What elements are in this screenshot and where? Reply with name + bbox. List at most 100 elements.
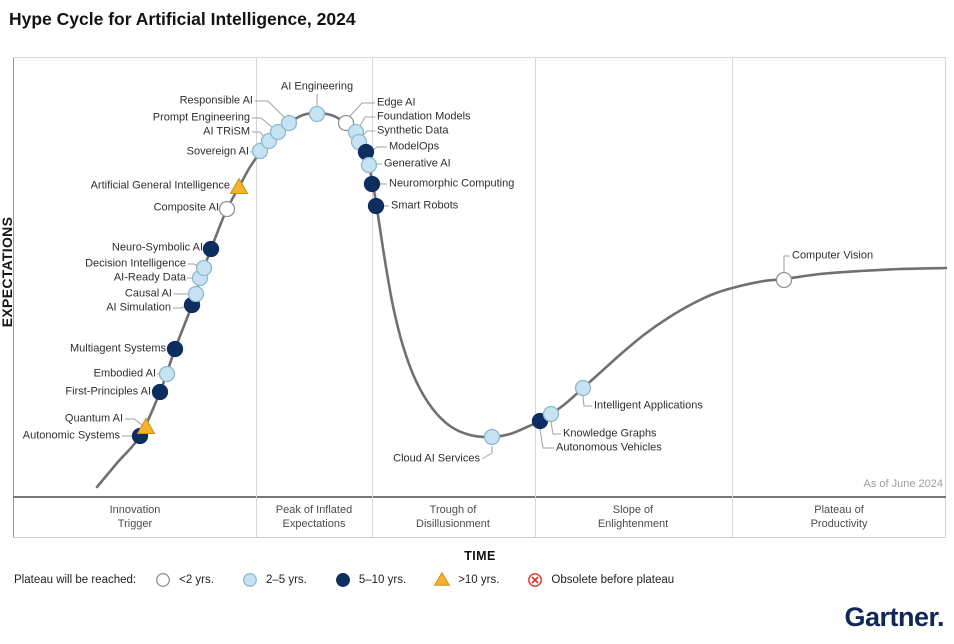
navy-marker-icon xyxy=(335,573,350,587)
legend-item-5-10-yrs: 5–10 yrs. xyxy=(334,572,406,588)
point-smart-robots xyxy=(367,197,385,215)
legend-item-2-yrs: <2 yrs. xyxy=(154,572,214,588)
legend-label: <2 yrs. xyxy=(179,574,214,586)
plot-right-border xyxy=(945,57,946,537)
label-foundation-models: Foundation Models xyxy=(377,110,471,123)
point-edge-ai xyxy=(337,114,355,132)
label-decision-intelligence: Decision Intelligence xyxy=(85,257,186,270)
label-ai-trism: AI TRiSM xyxy=(203,125,250,138)
leader-synthetic-data xyxy=(362,130,375,137)
label-knowledge-graphs: Knowledge Graphs xyxy=(563,427,657,440)
white-marker-icon xyxy=(156,573,171,587)
legend-prefix: Plateau will be reached: xyxy=(14,574,137,586)
point-causal-ai xyxy=(187,285,205,303)
phase-label-line: Productivity xyxy=(810,518,868,530)
label-multiagent-systems: Multiagent Systems xyxy=(70,342,166,355)
leader-quantum-ai xyxy=(125,418,143,426)
x-axis-label: TIME xyxy=(464,549,496,563)
phase-label-line: Disillusionment xyxy=(416,518,490,530)
point-intelligent-applications xyxy=(574,379,592,397)
phase-label-line: Slope of xyxy=(612,504,654,516)
label-autonomic-systems: Autonomic Systems xyxy=(22,429,120,442)
leader-cloud-ai-services xyxy=(481,446,493,460)
label-smart-robots: Smart Robots xyxy=(391,199,459,212)
label-computer-vision: Computer Vision xyxy=(792,249,874,262)
point-cloud-ai-services xyxy=(483,428,501,446)
phase-label-slope-of-enlightenment: Slope of Enlightenment xyxy=(598,503,668,531)
label-sovereign-ai: Sovereign AI xyxy=(186,145,249,158)
legend-item-obsolete-before-plateau: Obsolete before plateau xyxy=(526,572,674,588)
obsolete-marker-icon xyxy=(528,573,543,587)
legend-item-2-5-yrs: 2–5 yrs. xyxy=(241,572,307,588)
blue-marker-icon xyxy=(243,573,257,587)
legend-item-10-yrs: >10 yrs. xyxy=(433,572,499,588)
point-composite-ai xyxy=(218,200,236,218)
leader-prompt-engineering xyxy=(252,117,273,128)
phase-divider-2 xyxy=(372,57,373,537)
label-neuromorphic-computing: Neuromorphic Computing xyxy=(389,177,515,190)
label-edge-ai: Edge AI xyxy=(377,96,416,109)
label-responsible-ai: Responsible AI xyxy=(179,94,253,107)
label-first-principles-ai: First-Principles AI xyxy=(65,385,151,398)
label-intelligent-applications: Intelligent Applications xyxy=(594,399,703,412)
label-quantum-ai: Quantum AI xyxy=(64,412,123,425)
as-of-date: As of June 2024 xyxy=(863,478,943,490)
phase-label-line: Plateau of xyxy=(814,504,864,516)
hype-curve xyxy=(95,111,948,489)
phase-label-line: Innovation xyxy=(109,504,161,516)
label-composite-ai: Composite AI xyxy=(153,201,219,214)
label-ai-simulation: AI Simulation xyxy=(106,301,171,314)
legend: Plateau will be reached: <2 yrs. 2–5 yrs.… xyxy=(14,572,701,588)
leader-responsible-ai xyxy=(255,100,285,118)
point-knowledge-graphs xyxy=(542,405,560,423)
phase-label-line: Expectations xyxy=(282,518,346,530)
point-neuro-symbolic-ai xyxy=(202,240,220,258)
label-modelops: ModelOps xyxy=(389,140,440,153)
phase-label-line: Trigger xyxy=(117,518,153,530)
point-artificial-general-intelligence xyxy=(229,177,249,194)
phase-label-line: Enlightenment xyxy=(597,518,669,530)
label-causal-ai: Causal AI xyxy=(124,287,172,300)
label-embodied-ai: Embodied AI xyxy=(93,367,156,380)
phase-label-innovation-trigger: Innovation Trigger xyxy=(110,503,161,531)
x-axis-line xyxy=(13,496,946,498)
phase-divider-3 xyxy=(535,57,536,537)
y-axis-line xyxy=(13,57,14,537)
point-neuromorphic-computing xyxy=(363,175,381,193)
phase-label-line: Peak of Inflated xyxy=(275,504,353,516)
legend-label: Obsolete before plateau xyxy=(551,574,675,586)
point-ai-engineering xyxy=(308,105,326,123)
point-first-principles-ai xyxy=(151,383,169,401)
label-autonomous-vehicles: Autonomous Vehicles xyxy=(556,441,662,454)
phase-label-peak-of-inflated-expectations: Peak of Inflated Expectations xyxy=(276,503,352,531)
point-computer-vision xyxy=(775,271,793,289)
label-synthetic-data: Synthetic Data xyxy=(377,124,449,137)
point-quantum-ai xyxy=(136,417,156,434)
legend-label: 2–5 yrs. xyxy=(265,574,307,586)
leader-foundation-models xyxy=(359,116,375,127)
leader-autonomous-vehicles xyxy=(539,428,554,449)
point-responsible-ai xyxy=(280,114,298,132)
leader-knowledge-graphs xyxy=(550,421,561,435)
phase-divider-4 xyxy=(732,57,733,537)
leader-edge-ai xyxy=(349,102,375,117)
label-ai-ready-data: AI-Ready Data xyxy=(113,271,186,284)
label-generative-ai: Generative AI xyxy=(384,157,451,170)
legend-label: 5–10 yrs. xyxy=(358,574,407,586)
label-artificial-general-intelligence: Artificial General Intelligence xyxy=(90,179,230,192)
phase-label-trough-of-disillusionment: Trough of Disillusionment xyxy=(416,503,490,531)
point-sovereign-ai xyxy=(251,142,269,160)
phase-label-line: Trough of xyxy=(429,504,477,516)
page-title: Hype Cycle for Artificial Intelligence, … xyxy=(9,9,356,29)
plot-top-border xyxy=(13,57,946,58)
y-axis-label: EXPECTATIONS xyxy=(0,216,15,328)
point-decision-intelligence xyxy=(195,259,213,277)
band-bottom-border xyxy=(13,537,946,538)
triangle-marker-icon xyxy=(434,572,451,586)
leader-intelligent-applications xyxy=(582,395,592,407)
leader-ai-trism xyxy=(252,131,265,138)
label-cloud-ai-services: Cloud AI Services xyxy=(393,452,480,465)
label-prompt-engineering: Prompt Engineering xyxy=(152,111,250,124)
